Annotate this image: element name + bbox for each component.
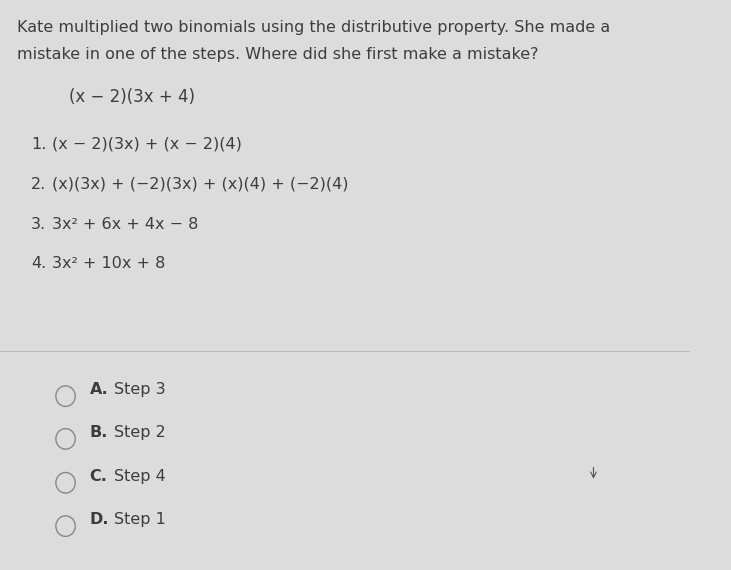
Text: mistake in one of the steps. Where did she first make a mistake?: mistake in one of the steps. Where did s… <box>18 47 539 62</box>
Text: (x)(3x) + (−2)(3x) + (x)(4) + (−2)(4): (x)(3x) + (−2)(3x) + (x)(4) + (−2)(4) <box>52 177 348 192</box>
Text: B.: B. <box>90 425 108 439</box>
Text: D.: D. <box>90 512 109 527</box>
Text: Step 4: Step 4 <box>114 469 166 483</box>
Text: Step 2: Step 2 <box>114 425 166 439</box>
Text: (x − 2)(3x) + (x − 2)(4): (x − 2)(3x) + (x − 2)(4) <box>52 137 242 152</box>
Text: Step 1: Step 1 <box>114 512 166 527</box>
Text: Step 3: Step 3 <box>114 382 165 397</box>
Text: 1.: 1. <box>31 137 47 152</box>
Text: Kate multiplied two binomials using the distributive property. She made a: Kate multiplied two binomials using the … <box>18 20 610 35</box>
Text: (x − 2)(3x + 4): (x − 2)(3x + 4) <box>69 88 195 107</box>
Text: 3.: 3. <box>31 217 46 231</box>
Text: 3x² + 10x + 8: 3x² + 10x + 8 <box>52 256 165 271</box>
Text: 2.: 2. <box>31 177 46 192</box>
Text: A.: A. <box>90 382 108 397</box>
Text: C.: C. <box>90 469 107 483</box>
Text: 4.: 4. <box>31 256 46 271</box>
Text: 3x² + 6x + 4x − 8: 3x² + 6x + 4x − 8 <box>52 217 198 231</box>
